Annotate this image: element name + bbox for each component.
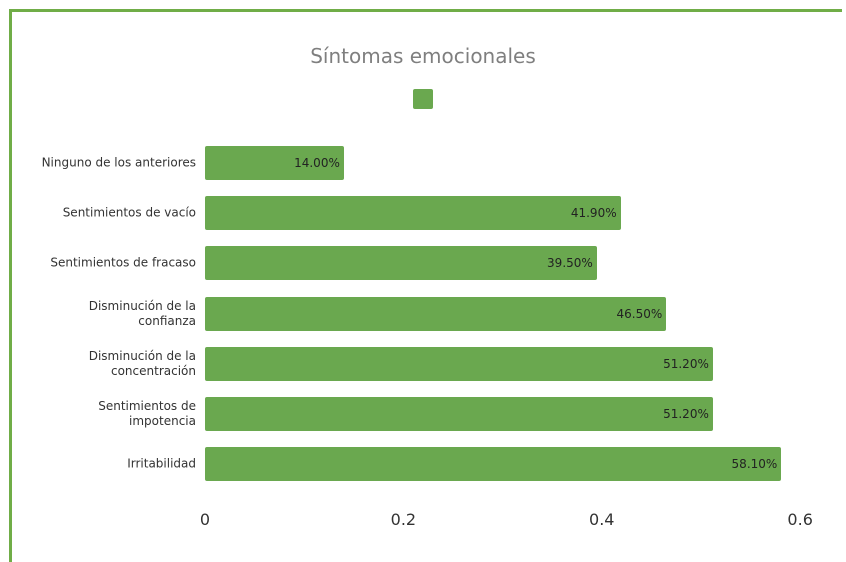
- bar: [205, 196, 621, 231]
- data-label: 46.50%: [616, 306, 663, 321]
- bar: [205, 346, 713, 381]
- data-label: 14.00%: [294, 156, 340, 170]
- y-tick-label: Ninguno de los anteriores: [41, 155, 196, 170]
- y-tick-label: Sentimientos de vacío: [62, 205, 196, 220]
- bar: [205, 447, 782, 482]
- y-tick-label: Sentimientos de impotencia: [98, 399, 196, 428]
- legend-swatch: [413, 89, 433, 109]
- data-label: 51.20%: [663, 356, 709, 371]
- x-tick-label: 0.6: [787, 510, 813, 529]
- y-tick-label: Irritabilidad: [127, 456, 196, 471]
- frame-border: [9, 9, 12, 562]
- bar: [205, 246, 597, 281]
- y-tick-label: Sentimientos de fracaso: [50, 255, 196, 270]
- chart-title: Síntomas emocionales: [310, 44, 536, 68]
- data-label: 39.50%: [547, 256, 593, 271]
- bar: [205, 296, 667, 331]
- x-tick-label: 0.4: [589, 510, 615, 529]
- bar: [205, 146, 344, 180]
- y-tick-label: Disminución de la confianza: [88, 298, 196, 328]
- frame-border: [10, 9, 842, 12]
- y-tick-label: Disminución de la concentración: [88, 348, 196, 378]
- x-tick-label: 0.2: [390, 510, 417, 529]
- x-tick-label: 0: [199, 510, 211, 529]
- data-label: 41.90%: [570, 206, 617, 221]
- data-label: 58.10%: [731, 457, 778, 472]
- data-label: 51.20%: [663, 407, 709, 421]
- bar: [205, 397, 713, 431]
